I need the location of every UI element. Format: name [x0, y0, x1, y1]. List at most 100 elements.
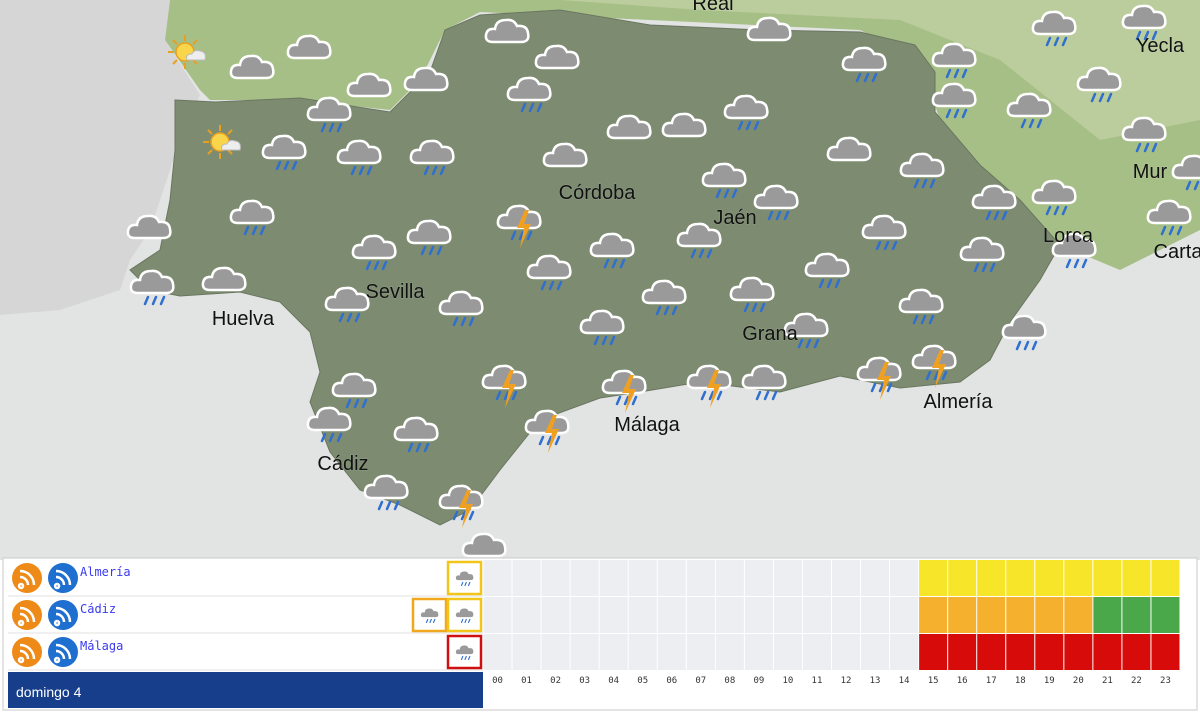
rss-glyph: [17, 606, 36, 627]
portugal: [0, 0, 200, 315]
hour-label: 21: [1102, 676, 1113, 686]
rss-button[interactable]: [12, 600, 42, 630]
feed-glyph: [53, 569, 72, 590]
hour-cell: [832, 560, 861, 596]
hour-cell: [773, 560, 802, 596]
hour-cell: [599, 560, 628, 596]
hour-cell: [1006, 597, 1035, 633]
map-label: Mur: [1133, 161, 1168, 183]
hour-cell: [483, 560, 512, 596]
hour-label: 05: [637, 676, 648, 686]
hour-cell: [890, 560, 919, 596]
hour-cell: [715, 634, 744, 670]
hour-cell: [599, 634, 628, 670]
hour-label: 19: [1044, 676, 1055, 686]
hour-cell: [686, 634, 715, 670]
hour-cell: [1064, 597, 1093, 633]
map-label: Yecla: [1136, 35, 1185, 57]
hour-cell: [541, 560, 570, 596]
hour-cell: [861, 560, 890, 596]
hour-cell: [628, 560, 657, 596]
rss-button[interactable]: [12, 637, 42, 667]
map-label: Sevilla: [366, 281, 426, 303]
hour-cell: [628, 634, 657, 670]
feed-circle: [48, 637, 78, 667]
hour-cell: [1151, 560, 1180, 596]
map-label: Lorca: [1043, 225, 1094, 247]
hour-label: 03: [579, 676, 590, 686]
hour-cell: [977, 560, 1006, 596]
hour-cell: [1122, 634, 1151, 670]
hour-label: 10: [783, 676, 794, 686]
hour-cell: [744, 634, 773, 670]
rss-glyph: [17, 569, 36, 590]
hour-cell: [1035, 597, 1064, 633]
feed-circle: [48, 563, 78, 593]
map-label: Huelva: [212, 308, 275, 330]
province-link[interactable]: Cádiz: [80, 602, 116, 616]
hour-cell: [570, 560, 599, 596]
hour-cell: [919, 597, 948, 633]
hour-cell: [948, 634, 977, 670]
feed-button[interactable]: [48, 563, 78, 593]
hour-cell: [483, 634, 512, 670]
hour-cell: [1093, 597, 1122, 633]
hour-label: 02: [550, 676, 561, 686]
hour-cell: [657, 634, 686, 670]
hour-label: 15: [928, 676, 939, 686]
province-link[interactable]: Almería: [80, 565, 131, 579]
hour-cell: [744, 560, 773, 596]
hour-cell: [686, 560, 715, 596]
hour-label: 00: [492, 676, 503, 686]
hour-cell: [861, 634, 890, 670]
feed-button[interactable]: [48, 637, 78, 667]
hour-cell: [1122, 597, 1151, 633]
map-label: Jaén: [713, 207, 756, 229]
hour-cell: [744, 597, 773, 633]
hour-cell: [512, 597, 541, 633]
hour-cell: [570, 634, 599, 670]
hour-cell: [483, 597, 512, 633]
hour-cell: [657, 560, 686, 596]
hour-cell: [890, 597, 919, 633]
hour-cell: [1035, 560, 1064, 596]
hour-cell: [657, 597, 686, 633]
hour-cell: [1006, 560, 1035, 596]
hour-cell: [1006, 634, 1035, 670]
hour-label: 01: [521, 676, 532, 686]
hour-cell: [832, 634, 861, 670]
feed-button[interactable]: [48, 600, 78, 630]
hour-cell: [1151, 634, 1180, 670]
map-label: Grana: [742, 323, 798, 345]
map-label: Carta: [1154, 241, 1200, 263]
hour-cell: [977, 597, 1006, 633]
hour-cell: [948, 597, 977, 633]
hour-cell: [1035, 634, 1064, 670]
hour-cell: [948, 560, 977, 596]
hour-cell: [1064, 634, 1093, 670]
day-bar: [8, 672, 483, 708]
rss-glyph: [17, 643, 36, 664]
province-link[interactable]: Málaga: [80, 639, 123, 653]
hour-label: 23: [1160, 676, 1171, 686]
rss-circle: [12, 563, 42, 593]
map-label: Real: [692, 0, 733, 15]
hour-cell: [1064, 560, 1093, 596]
hour-label: 13: [870, 676, 881, 686]
warning-icon-frame: [446, 634, 483, 670]
hour-cell: [541, 634, 570, 670]
hour-cell: [802, 634, 831, 670]
hour-cell: [919, 560, 948, 596]
hour-label: 12: [841, 676, 852, 686]
day-label: domingo 4: [16, 684, 82, 700]
hour-label: 18: [1015, 676, 1026, 686]
feed-glyph: [53, 606, 72, 627]
hour-label: 22: [1131, 676, 1142, 686]
hour-cell: [773, 634, 802, 670]
hour-cell: [512, 560, 541, 596]
hour-cell: [1122, 560, 1151, 596]
rss-button[interactable]: [12, 563, 42, 593]
hour-label: 16: [957, 676, 968, 686]
hour-cell: [1151, 597, 1180, 633]
